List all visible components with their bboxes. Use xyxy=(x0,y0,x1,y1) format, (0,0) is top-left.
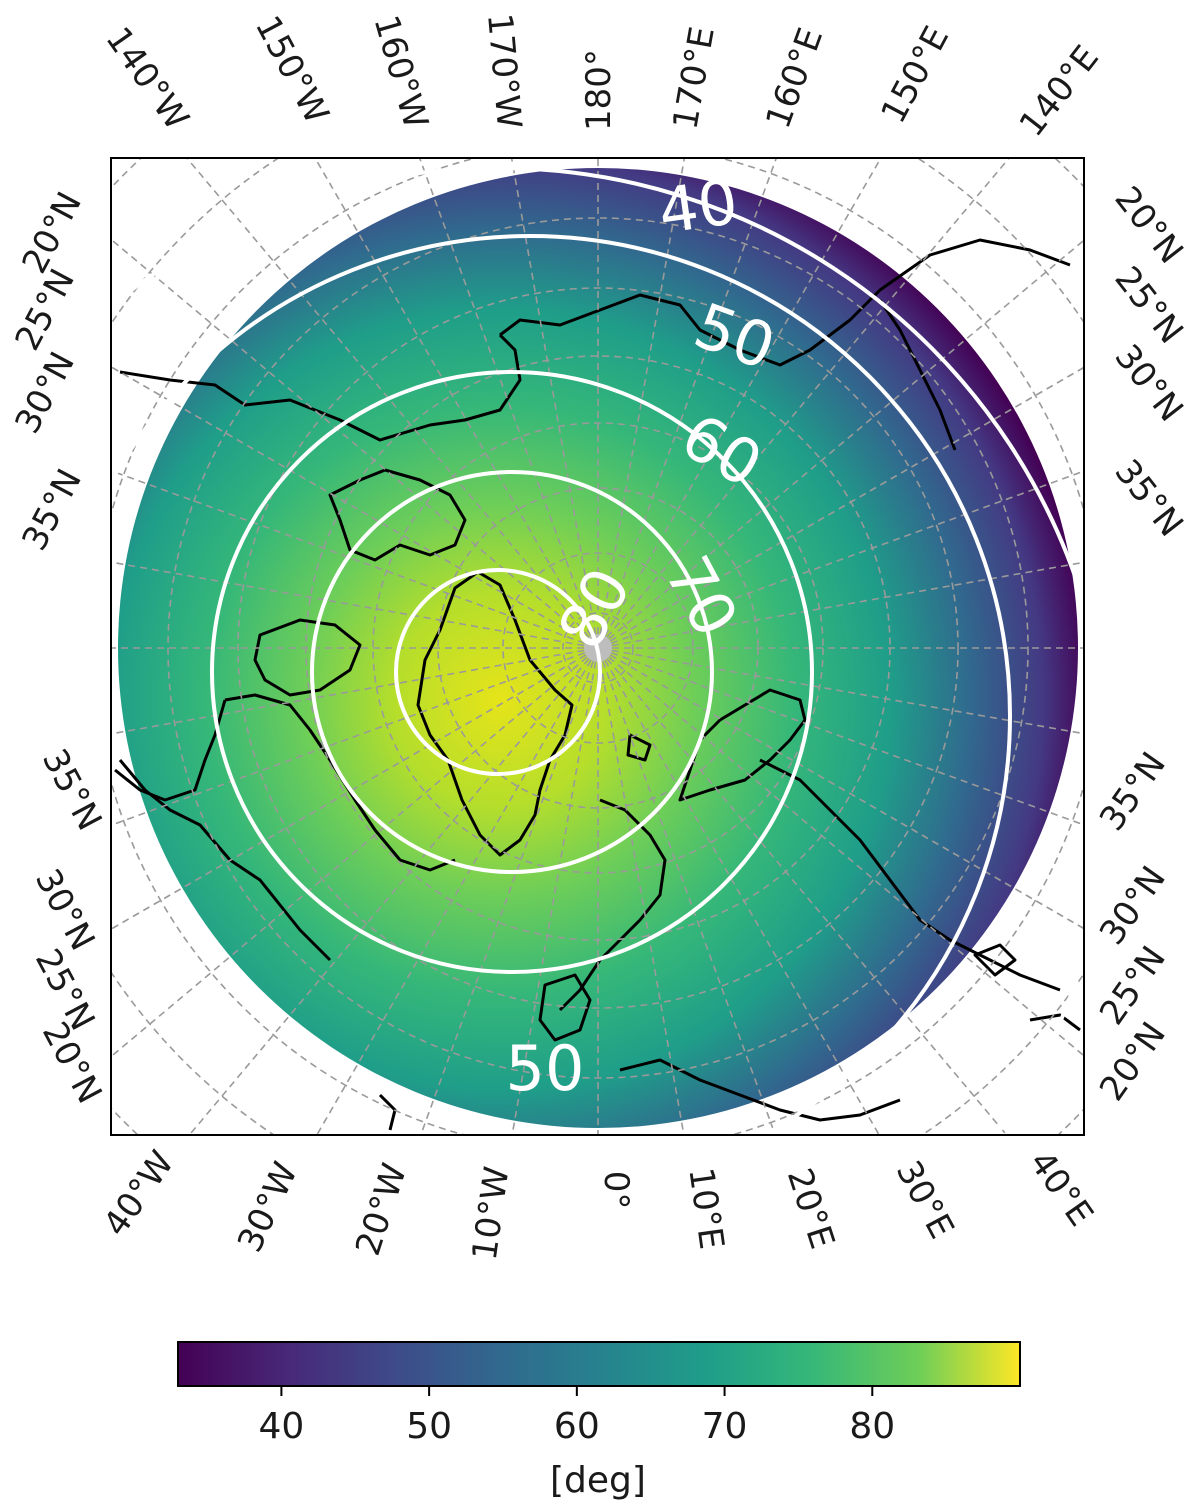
top-lon-label: 180° xyxy=(579,49,619,131)
contour-40 xyxy=(111,166,1084,1135)
right-lat-label: 20°N xyxy=(1107,179,1191,271)
graticule-meridian xyxy=(604,659,881,1135)
top-lon-label: 140°E xyxy=(1012,38,1107,144)
colorbar-tick-label: 80 xyxy=(849,1406,895,1447)
left-lat-label: 30°N xyxy=(27,863,103,957)
top-lon-label: 170°W xyxy=(479,12,529,131)
top-lon-label: 160°W xyxy=(365,11,435,133)
top-lon-label: 150°W xyxy=(247,9,337,130)
graticule-meridian xyxy=(609,654,1084,930)
graticule-meridian xyxy=(510,158,597,635)
graticule-meridian xyxy=(511,661,597,1135)
graticule-meridian xyxy=(599,661,685,1135)
bottom-lon-label: 10°W xyxy=(465,1164,518,1263)
graticule-meridian xyxy=(111,654,587,931)
bottom-lon-label: 40°E xyxy=(1021,1144,1101,1234)
graticule-meridian xyxy=(111,652,586,827)
graticule-meridian xyxy=(111,649,585,735)
bottom-lon-label: 30°W xyxy=(230,1156,306,1258)
top-lon-label: 140°W xyxy=(97,20,196,138)
graticule-meridian xyxy=(608,656,1084,1057)
graticule-meridian xyxy=(602,158,778,636)
right-lat-label: 30°N xyxy=(1107,337,1191,429)
contour-50 xyxy=(111,234,1012,1135)
graticule-meridian xyxy=(602,660,777,1135)
graticule-meridian xyxy=(111,469,586,644)
graticule-meridian xyxy=(606,658,1008,1135)
bottom-lon-label: 40°W xyxy=(96,1144,183,1244)
contour-60 xyxy=(210,370,814,974)
left-lat-label: 35°N xyxy=(15,463,91,557)
contour-label-40: 40 xyxy=(654,165,742,248)
graticule-meridian xyxy=(111,561,585,647)
graticule-meridian xyxy=(604,158,882,637)
left-lat-label: 35°N xyxy=(34,743,110,837)
colorbar-gradient xyxy=(177,1341,1021,1387)
graticule-meridian xyxy=(314,158,592,637)
bottom-lon-label: 20°W xyxy=(348,1159,415,1261)
colorbar-ticks: 40 50 60 70 80 xyxy=(258,1386,895,1447)
top-lon-label: 150°E xyxy=(873,20,957,130)
graticule-meridian xyxy=(418,158,594,636)
colorbar: 40 50 60 70 80 [deg] xyxy=(177,1341,1021,1501)
graticule-meridian xyxy=(608,239,1084,640)
colorbar-tick-label: 70 xyxy=(702,1406,748,1447)
left-lat-label: 25°N xyxy=(8,263,84,357)
graticule-meridian xyxy=(111,238,588,640)
contour-70 xyxy=(310,470,714,874)
graticule-meridian xyxy=(185,158,590,638)
colorbar-tick-label: 60 xyxy=(554,1406,600,1447)
graticule-meridian xyxy=(606,158,1011,638)
graticule-meridian xyxy=(599,158,686,635)
graticule-meridian xyxy=(611,561,1084,647)
graticule-meridian xyxy=(611,649,1084,735)
bottom-lon-label: 30°E xyxy=(888,1154,962,1245)
graticule-parallel xyxy=(502,552,694,744)
graticule-meridian xyxy=(610,652,1084,826)
graticule-parallel xyxy=(237,287,959,1009)
map-axes-frame xyxy=(110,157,1085,1136)
top-lon-label: 170°E xyxy=(665,24,722,133)
bottom-lon-label: 20°E xyxy=(779,1164,842,1254)
graticule-meridian xyxy=(610,470,1084,644)
left-latitude-labels: 20°N 25°N 30°N 35°N 35°N 30°N 25°N 20°N xyxy=(8,186,110,1110)
left-lat-label: 20°N xyxy=(34,1016,110,1110)
left-lat-label: 30°N xyxy=(8,346,84,440)
bottom-lon-label: 10°E xyxy=(680,1165,731,1252)
contour-lines xyxy=(111,166,1084,1135)
colorbar-tick-label: 40 xyxy=(258,1406,304,1447)
colorbar-tick-label: 50 xyxy=(406,1406,452,1447)
top-longitude-labels: 140°W 150°W 160°W 170°W 180° 170°E 160°E… xyxy=(97,9,1106,144)
graticule-meridian xyxy=(315,659,592,1135)
graticule-parallel xyxy=(167,217,1029,1079)
graticule-meridian xyxy=(111,656,588,1058)
right-lat-label: 35°N xyxy=(1107,452,1191,544)
right-lat-label: 30°N xyxy=(1092,859,1174,952)
bottom-lon-label: 0° xyxy=(596,1171,636,1210)
right-lat-label: 35°N xyxy=(1092,745,1174,838)
contour-80 xyxy=(394,568,602,776)
right-lat-label: 25°N xyxy=(1092,939,1174,1032)
right-lat-label: 20°N xyxy=(1092,1015,1174,1108)
graticule-meridian xyxy=(111,365,587,642)
graticule-meridian xyxy=(419,660,594,1135)
graticule-meridian xyxy=(609,366,1084,642)
graticule-meridian xyxy=(188,658,590,1135)
colorbar-label: [deg] xyxy=(550,1460,646,1501)
right-latitude-labels: 20°N 25°N 30°N 35°N 35°N 30°N 25°N 20°N xyxy=(1092,179,1191,1108)
contour-label-50-bottom: 50 xyxy=(506,1032,585,1105)
right-lat-label: 25°N xyxy=(1107,259,1191,351)
coastlines xyxy=(114,238,1081,1131)
bottom-longitude-labels: 40°W 30°W 20°W 10°W 0° 10°E 20°E 30°E 40… xyxy=(96,1144,1101,1263)
top-lon-label: 160°E xyxy=(758,23,831,134)
